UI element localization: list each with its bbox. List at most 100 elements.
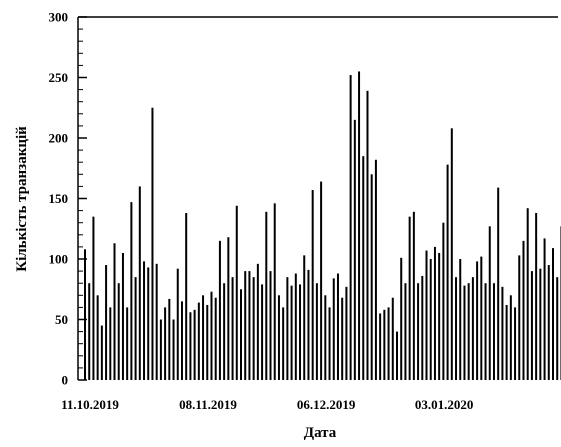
bar [396, 331, 398, 380]
bar [467, 283, 470, 380]
bar [518, 255, 521, 380]
bar [240, 289, 242, 380]
bar [543, 238, 546, 380]
bar [526, 208, 529, 380]
bar [223, 283, 226, 380]
bar [341, 297, 344, 380]
y-tick-label: 200 [49, 131, 69, 146]
bar [438, 252, 441, 380]
y-tick-label: 300 [49, 10, 69, 25]
bar [307, 269, 310, 380]
bar [480, 256, 483, 380]
bar [256, 263, 259, 380]
bar [459, 259, 462, 380]
bar [218, 240, 221, 380]
bar [277, 295, 280, 380]
bar [113, 243, 116, 380]
bar [248, 271, 251, 380]
y-tick-label: 0 [62, 373, 69, 388]
bar [556, 277, 559, 380]
bar [358, 71, 361, 380]
bar [294, 273, 297, 380]
bar [172, 319, 175, 380]
bar [408, 216, 411, 380]
bar [366, 90, 369, 380]
bar [117, 283, 120, 380]
bar [126, 307, 129, 380]
x-axis-title: Дата [304, 425, 337, 441]
bar [522, 240, 525, 380]
bar [92, 216, 95, 380]
bar [412, 211, 415, 380]
bar [138, 186, 141, 380]
bar [151, 107, 154, 380]
bar [134, 277, 137, 380]
bar [514, 307, 517, 380]
bar [273, 203, 276, 380]
bar [88, 283, 91, 380]
bar [370, 174, 373, 380]
bar [552, 248, 554, 380]
bar [261, 284, 264, 380]
bar [501, 286, 504, 380]
bar [349, 75, 352, 380]
bar [446, 164, 449, 380]
bar [121, 252, 124, 380]
bar [328, 307, 331, 380]
bar [484, 283, 487, 380]
bar [206, 304, 209, 380]
bar [425, 250, 428, 380]
bar [84, 249, 86, 380]
bar [400, 257, 403, 380]
bar [332, 278, 335, 380]
bar [404, 283, 407, 380]
bar [505, 304, 508, 380]
bar [345, 286, 348, 380]
bar [311, 190, 314, 380]
bar [383, 309, 386, 380]
x-tick-label: 11.10.2019 [61, 397, 119, 412]
bar [159, 319, 162, 380]
bar [315, 283, 318, 380]
bars-layer [84, 71, 561, 380]
y-axis-title: Кількість транзакцій [14, 126, 30, 272]
bar [269, 271, 272, 380]
bar [303, 255, 306, 380]
bar [387, 307, 390, 380]
bar [539, 268, 542, 380]
bar [100, 325, 103, 380]
bar [105, 265, 108, 380]
bar [265, 211, 268, 380]
bar [176, 268, 179, 380]
bar [417, 283, 420, 380]
bar [497, 187, 500, 380]
bar [189, 312, 192, 380]
bar [168, 298, 171, 380]
bar [282, 307, 285, 380]
bar [336, 273, 339, 380]
bar [252, 277, 255, 380]
bar [96, 295, 99, 380]
bar [421, 275, 424, 380]
bar [227, 237, 230, 380]
bar [324, 295, 327, 380]
y-tick-label: 100 [49, 252, 69, 267]
bar [476, 261, 479, 380]
bar [450, 128, 453, 380]
bar [463, 285, 466, 380]
bar [471, 277, 474, 380]
bar [429, 259, 432, 380]
bar [433, 246, 436, 380]
bar [214, 297, 217, 380]
x-tick-label: 06.12.2019 [297, 397, 356, 412]
bar [130, 202, 133, 380]
bar [290, 285, 293, 380]
bar [147, 267, 150, 380]
bar [442, 222, 445, 380]
bar [164, 307, 167, 380]
bar [530, 271, 533, 380]
bar [210, 291, 213, 380]
bar [353, 119, 356, 380]
